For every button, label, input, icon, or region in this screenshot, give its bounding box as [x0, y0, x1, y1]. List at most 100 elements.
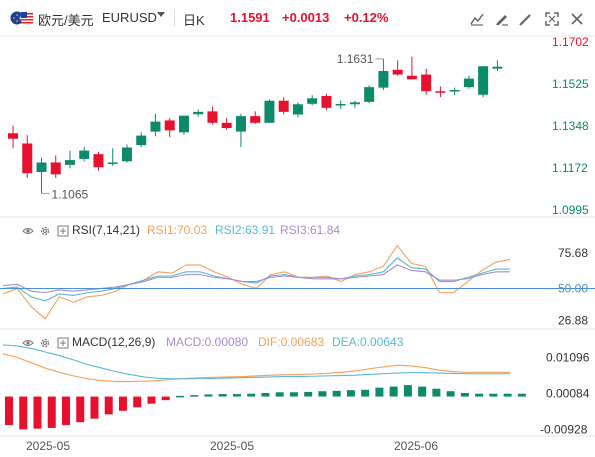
candle-body — [463, 78, 474, 88]
low-annotation: 1.1065 — [51, 187, 88, 201]
candle-body — [193, 111, 204, 115]
macd-histogram-bar — [517, 393, 526, 397]
macd-histogram-bar — [33, 396, 42, 429]
candle-body — [406, 75, 417, 80]
candle-body — [79, 150, 90, 159]
macd-histogram-bar — [289, 392, 298, 397]
macd-histogram-bar — [204, 394, 213, 397]
macd-tick-label: 0.00084 — [546, 387, 590, 401]
flag-us-eu-icon — [10, 11, 34, 25]
symbol-code[interactable]: EURUSD — [102, 10, 157, 25]
candle-body — [435, 91, 446, 93]
candle-body — [278, 100, 289, 112]
macd-histogram-bar — [389, 386, 398, 397]
macd-histogram-bar — [418, 386, 427, 397]
eye-icon[interactable] — [22, 336, 34, 348]
rsi-tick-label: 75.68 — [558, 246, 588, 260]
timeframe-selector[interactable]: 日K — [183, 13, 205, 28]
candle-body — [164, 120, 175, 131]
symbol-name[interactable]: 欧元/美元 — [38, 13, 94, 28]
candle-body — [478, 66, 489, 95]
macd-line-dif — [2, 353, 510, 383]
candle-body — [492, 66, 503, 69]
macd-label: MACD(12,26,9) — [72, 335, 156, 349]
macd-histogram-bar — [61, 396, 70, 426]
macd-histogram-bar — [247, 393, 256, 397]
macd-histogram-bar — [460, 393, 469, 397]
chart-header: 欧元/美元 EURUSD 日K 1.1591 +0.0013 +0.12% — [0, 0, 595, 36]
y-tick-label: 1.0995 — [552, 203, 589, 217]
gear-icon[interactable] — [39, 336, 51, 348]
macd-histogram-bar — [161, 396, 170, 401]
macd-histogram-bar — [232, 394, 241, 397]
rsi-line-rsi1 — [2, 244, 511, 320]
high-annotation: 1.1631 — [337, 52, 374, 66]
macd-histogram-bar — [475, 393, 484, 397]
macd-histogram-bar — [190, 395, 199, 397]
chevron-down-icon[interactable] — [157, 12, 165, 17]
macd-histogram-bar — [503, 393, 512, 397]
macd-histogram-bar — [147, 396, 156, 404]
macd-histogram-bar — [304, 391, 313, 397]
rsi2-legend: RSI2:63.91 — [215, 223, 276, 237]
candle-body — [335, 104, 346, 106]
candle-body — [250, 116, 261, 123]
macd-histogram-bar — [332, 390, 341, 397]
y-tick-label: 1.1525 — [552, 77, 589, 91]
rsi-line-rsi2 — [2, 257, 510, 302]
divider — [174, 9, 175, 27]
macd-histogram-bar — [446, 391, 455, 397]
brush-icon[interactable] — [517, 10, 535, 28]
fullscreen-icon[interactable] — [543, 10, 561, 28]
pencil-chart-icon[interactable] — [468, 10, 486, 28]
rsi-tick-label: 50.00 — [558, 281, 588, 295]
macd-histogram-bar — [432, 388, 441, 397]
macd-tick-label: -0.00928 — [540, 423, 588, 437]
candle-body — [93, 154, 104, 168]
macd-histogram-bar — [375, 387, 384, 397]
macd-histogram-bar — [118, 396, 127, 411]
macd-histogram-bar — [318, 391, 327, 397]
last-price: 1.1591 — [230, 10, 270, 25]
rsi1-legend: RSI1:70.03 — [147, 223, 208, 237]
x-tick-label: 2025-05 — [26, 439, 70, 453]
x-tick-label: 2025-05 — [210, 439, 254, 453]
dea-legend: DEA:0.00643 — [332, 335, 404, 349]
rsi-tick-label: 26.88 — [558, 313, 588, 327]
candle-body — [264, 100, 275, 123]
candle-body — [449, 90, 460, 92]
macd-histogram-bar — [275, 392, 284, 397]
macd-histogram-bar — [361, 389, 370, 397]
macd-histogram-bar — [47, 396, 56, 428]
candle-body — [8, 133, 18, 139]
macd-histogram-bar — [90, 396, 99, 419]
candle-body — [36, 162, 47, 172]
macd-line-dea — [2, 344, 510, 380]
price-change: +0.0013 — [282, 10, 330, 25]
candle-body — [150, 121, 161, 132]
macd-histogram-bar — [218, 394, 227, 397]
macd-histogram-bar — [261, 393, 270, 397]
macd-tick-label: 0.01096 — [546, 350, 590, 364]
macd-histogram-bar — [346, 390, 355, 397]
dif-legend: DIF:0.00683 — [258, 335, 325, 349]
rsi-line-rsi3 — [2, 264, 510, 294]
candle-body — [321, 95, 332, 108]
expand-icon[interactable] — [57, 224, 69, 237]
candle-body — [235, 116, 246, 132]
candle-body — [349, 102, 360, 105]
x-tick-label: 2025-06 — [394, 439, 438, 453]
rsi-label: RSI(7,14,21) — [72, 223, 141, 237]
candle-body — [307, 98, 318, 104]
y-tick-label: 1.1348 — [552, 119, 589, 133]
candle-body — [64, 160, 75, 165]
candle-body — [292, 104, 303, 115]
expand-icon[interactable] — [57, 336, 69, 349]
eye-icon[interactable] — [22, 224, 34, 236]
close-icon[interactable] — [568, 10, 586, 28]
macd-histogram-bar — [104, 396, 113, 415]
gear-icon[interactable] — [39, 224, 51, 236]
candle-body — [136, 135, 147, 146]
draw-icon[interactable] — [493, 10, 511, 28]
